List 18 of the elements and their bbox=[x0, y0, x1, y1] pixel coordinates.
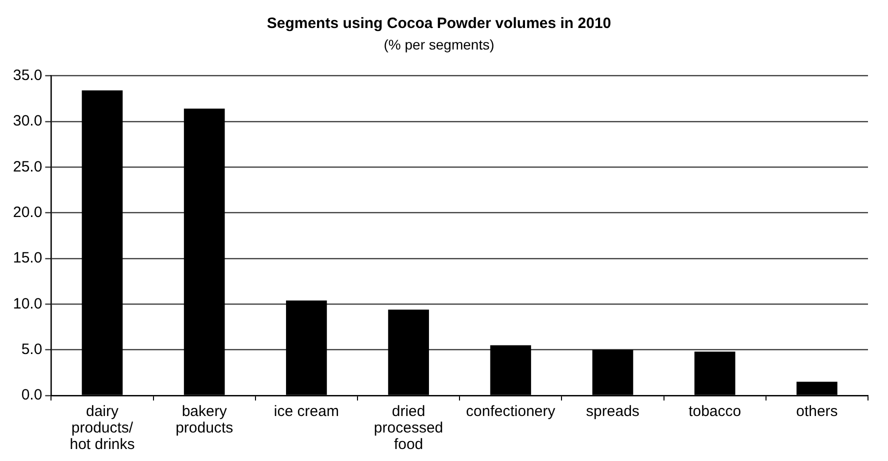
y-tick-label: 25.0 bbox=[12, 158, 42, 176]
x-tick-label: dairy products/ hot drinks bbox=[70, 402, 135, 453]
x-tick-label: bakery products bbox=[176, 402, 234, 436]
y-tick-label: 30.0 bbox=[12, 112, 42, 130]
chart-subtitle: (% per segments) bbox=[384, 36, 494, 52]
y-tick-label: 0.0 bbox=[21, 386, 42, 404]
chart-title: Segments using Cocoa Powder volumes in 2010 bbox=[266, 15, 612, 32]
y-tick-label: 10.0 bbox=[12, 295, 42, 312]
x-tick-label: confectionery bbox=[466, 402, 556, 420]
x-tick-label: ice cream bbox=[274, 402, 339, 420]
x-tick-label: spreads bbox=[586, 402, 640, 420]
x-tick-label: dried processed food bbox=[374, 402, 444, 453]
y-tick-label: 35.0 bbox=[12, 66, 42, 84]
x-tick-label: tobacco bbox=[688, 402, 742, 420]
y-tick-label: 15.0 bbox=[12, 250, 42, 267]
x-tick-label: others bbox=[796, 402, 838, 420]
y-tick-label: 5.0 bbox=[21, 340, 42, 358]
y-tick-label: 20.0 bbox=[12, 204, 42, 221]
